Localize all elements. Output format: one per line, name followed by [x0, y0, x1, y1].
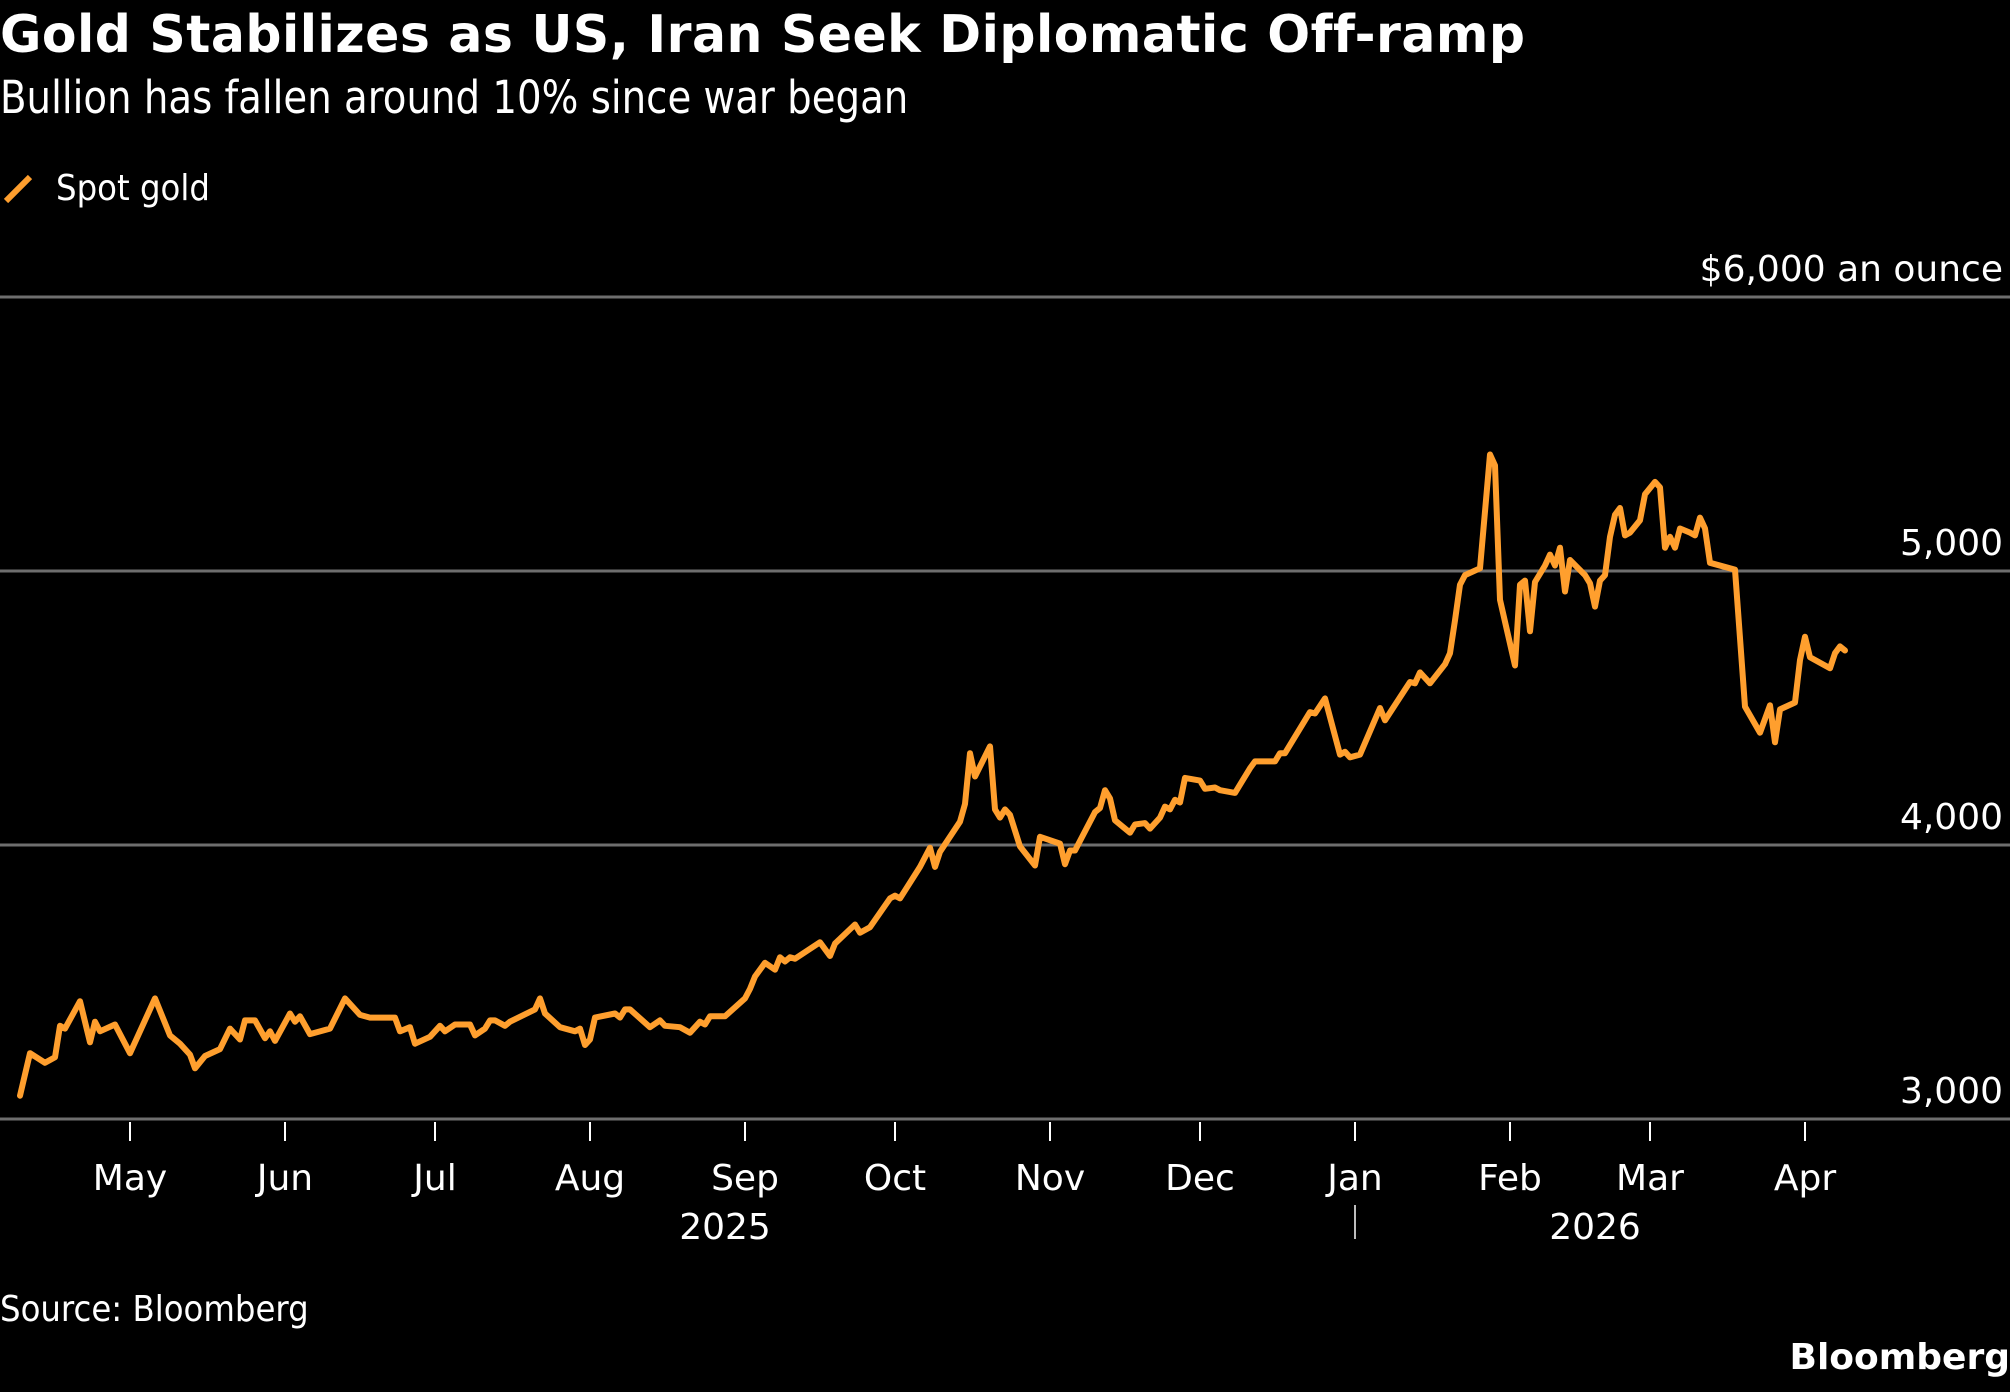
x-tick-label-dec: Dec — [1165, 1158, 1235, 1199]
series-layer — [17, 451, 1848, 1099]
y-tick-label-5000: 5,000 — [1900, 523, 2003, 564]
x-tick-label-jan: Jan — [1325, 1158, 1383, 1199]
x-tick-label-apr: Apr — [1774, 1158, 1836, 1199]
x-tick-label-sep: Sep — [711, 1158, 779, 1199]
year-label-2026: 2026 — [1549, 1207, 1641, 1248]
chart-subtitle: Bullion has fallen around 10% since war … — [0, 71, 909, 124]
source-note: Source: Bloomberg — [0, 1289, 309, 1330]
series-line-spot-gold — [17, 451, 1848, 1099]
x-tick-label-may: May — [93, 1158, 167, 1199]
y-axis-labels: $6,000 an ounce 5,000 4,000 3,000 — [1700, 249, 2003, 1112]
year-label-2025: 2025 — [679, 1207, 771, 1248]
chart-title: Gold Stabilizes as US, Iran Seek Diploma… — [0, 5, 1526, 65]
gridlines — [0, 295, 2010, 1121]
legend: Spot gold — [0, 166, 227, 212]
x-tick-label-oct: Oct — [864, 1158, 926, 1199]
y-tick-label-4000: 4,000 — [1900, 797, 2003, 838]
x-tick-label-jun: Jun — [255, 1158, 313, 1199]
legend-label-spot-gold: Spot gold — [56, 168, 210, 209]
y-tick-label-3000: 3,000 — [1900, 1071, 2003, 1112]
y-tick-label-6000: $6,000 an ounce — [1700, 249, 2003, 290]
x-tick-label-feb: Feb — [1478, 1158, 1542, 1199]
legend-swatch-line — [3, 174, 33, 204]
year-labels: 2025 2026 — [679, 1205, 1641, 1248]
x-tick-label-aug: Aug — [555, 1158, 625, 1199]
x-tick-label-nov: Nov — [1015, 1158, 1085, 1199]
bloomberg-logo: Bloomberg — [1789, 1337, 2010, 1378]
x-axis: May Jun Jul Aug Sep Oct Nov Dec Jan Feb Mar Apr — [93, 1122, 1836, 1199]
x-tick-label-jul: Jul — [411, 1158, 456, 1199]
x-tick-label-mar: Mar — [1616, 1158, 1684, 1199]
legend-swatch-icon — [3, 174, 33, 204]
